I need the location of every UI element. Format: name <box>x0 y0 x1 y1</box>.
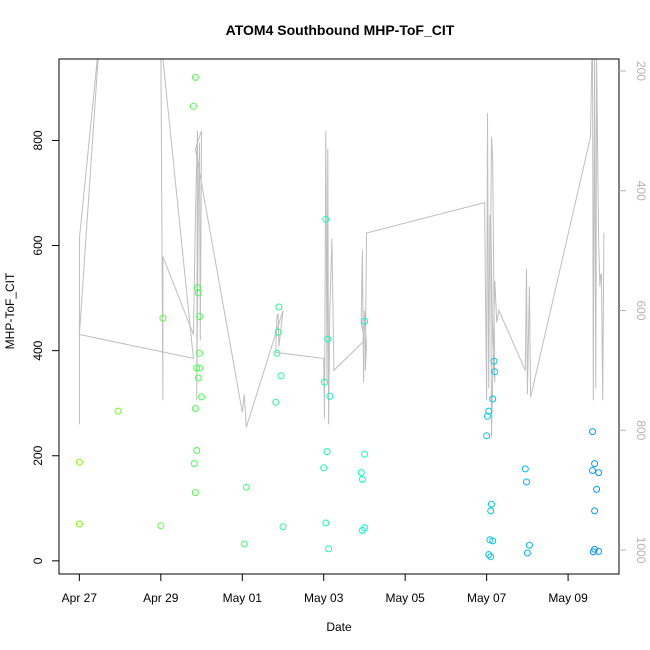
data-point <box>591 507 599 515</box>
data-point <box>487 553 495 561</box>
data-point <box>114 407 122 415</box>
data-point <box>483 432 491 440</box>
data-point <box>593 485 601 493</box>
data-point <box>591 545 599 553</box>
y-tick-label: 0 <box>31 557 45 564</box>
y-axis: 0 200 400 600 800 <box>31 130 59 564</box>
data-point <box>491 368 499 376</box>
x-tick-label: May 01 <box>223 591 263 605</box>
chart-title: ATOM4 Southbound MHP-ToF_CIT <box>226 22 455 38</box>
x-tick-label: May 05 <box>386 591 426 605</box>
data-point <box>361 524 368 532</box>
data-point <box>361 450 368 458</box>
data-point <box>358 475 366 483</box>
data-point <box>193 447 201 454</box>
data-point <box>196 349 203 357</box>
data-point <box>484 412 491 420</box>
right-y-axis: 200 400 600 800 1000 <box>619 61 648 564</box>
y-tick-label: 200 <box>31 445 45 465</box>
x-tick-label: May 07 <box>467 591 507 605</box>
data-point <box>525 541 533 549</box>
data-point <box>325 545 333 553</box>
data-point <box>242 483 250 491</box>
data-point <box>485 551 493 559</box>
x-tick-label: Apr 27 <box>62 591 98 605</box>
data-point <box>191 73 199 81</box>
data-point <box>273 349 281 357</box>
data-point <box>323 448 331 456</box>
x-tick-label: May 09 <box>548 591 588 605</box>
data-point <box>157 522 165 530</box>
data-point <box>277 372 285 380</box>
data-point <box>591 460 599 468</box>
data-point <box>274 328 282 336</box>
y-tick-label: 600 <box>31 235 45 255</box>
data-point <box>523 549 531 557</box>
data-point <box>322 215 330 223</box>
x-tick-label: Apr 29 <box>143 591 179 605</box>
data-point <box>521 465 529 473</box>
right-y-tick-label: 400 <box>634 181 648 201</box>
data-point <box>487 507 495 515</box>
plot-frame <box>58 58 620 575</box>
x-tick-label: May 03 <box>304 591 344 605</box>
data-point <box>322 519 330 527</box>
data-point <box>279 523 287 531</box>
data-point <box>361 317 368 325</box>
data-point <box>194 289 202 297</box>
data-point <box>190 460 198 468</box>
data-point <box>240 540 248 548</box>
data-point <box>523 478 530 486</box>
y-tick-label: 400 <box>31 340 45 360</box>
data-point <box>196 364 203 372</box>
data-point <box>191 405 199 412</box>
y-tick-label: 800 <box>31 130 45 150</box>
right-y-tick-label: 1000 <box>634 537 648 564</box>
data-point <box>191 489 199 496</box>
data-point <box>485 407 493 415</box>
data-point <box>194 374 202 382</box>
y-axis-label: MHP-ToF_CIT <box>3 272 17 349</box>
data-point <box>589 428 596 436</box>
data-point <box>595 547 603 555</box>
data-point <box>488 500 495 508</box>
series-line <box>78 59 605 437</box>
data-point <box>75 458 83 466</box>
right-y-tick-label: 600 <box>634 300 648 320</box>
data-point <box>326 392 334 400</box>
data-point <box>589 467 596 474</box>
data-point <box>320 464 328 472</box>
data-point <box>198 393 205 401</box>
data-point <box>321 378 328 386</box>
data-point <box>196 313 203 320</box>
data-point <box>189 102 197 110</box>
data-point <box>324 335 332 343</box>
x-axis: Apr 27 Apr 29 May 01 May 03 May 05 May 07 May … <box>62 574 588 605</box>
data-point <box>275 303 283 311</box>
x-axis-label: Date <box>326 620 352 634</box>
data-point <box>194 284 201 292</box>
data-point <box>75 520 83 528</box>
right-axis-series-line <box>78 59 605 437</box>
data-point <box>193 364 201 372</box>
data-point <box>272 398 280 406</box>
right-y-tick-label: 800 <box>634 420 648 440</box>
data-point <box>489 537 497 545</box>
data-point <box>595 469 603 477</box>
data-point <box>490 357 498 365</box>
right-y-tick-label: 200 <box>634 61 648 81</box>
data-point <box>159 314 167 322</box>
data-point <box>489 395 497 403</box>
scatter-points <box>75 73 603 561</box>
data-point <box>357 469 365 477</box>
